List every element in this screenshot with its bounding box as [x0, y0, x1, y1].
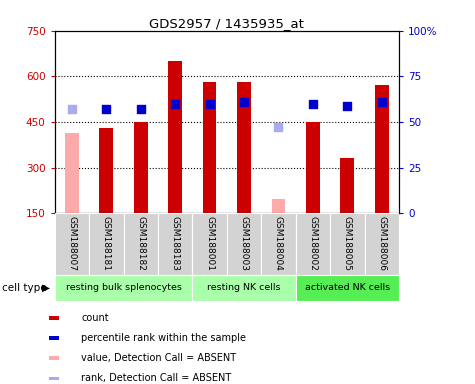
Bar [49, 336, 59, 340]
Text: GSM188182: GSM188182 [136, 216, 145, 271]
Bar [330, 213, 365, 275]
Bar [55, 275, 192, 301]
Text: count: count [82, 313, 109, 323]
Bar [272, 199, 285, 213]
Bar [341, 159, 354, 213]
Point [343, 103, 351, 109]
Bar [158, 213, 192, 275]
Bar [99, 128, 113, 213]
Text: GSM188005: GSM188005 [343, 216, 352, 271]
Bar [375, 86, 389, 213]
Text: percentile rank within the sample: percentile rank within the sample [82, 333, 247, 343]
Bar [134, 122, 148, 213]
Text: GSM188006: GSM188006 [377, 216, 386, 271]
Bar [306, 122, 320, 213]
Text: GSM188003: GSM188003 [239, 216, 248, 271]
Point [206, 101, 213, 107]
Bar [295, 275, 399, 301]
Bar [168, 61, 182, 213]
Point [137, 106, 144, 112]
Bar [65, 132, 79, 213]
Bar [124, 213, 158, 275]
Text: resting bulk splenocytes: resting bulk splenocytes [66, 283, 181, 293]
Bar [49, 356, 59, 360]
Bar [295, 213, 330, 275]
Text: value, Detection Call = ABSENT: value, Detection Call = ABSENT [82, 353, 237, 363]
Text: ▶: ▶ [42, 283, 50, 293]
Bar [203, 83, 217, 213]
Title: GDS2957 / 1435935_at: GDS2957 / 1435935_at [149, 17, 304, 30]
Text: cell type: cell type [2, 283, 47, 293]
Bar [49, 377, 59, 380]
Bar [227, 213, 261, 275]
Point [275, 124, 282, 131]
Text: resting NK cells: resting NK cells [207, 283, 281, 293]
Point [378, 99, 386, 105]
Text: GSM188183: GSM188183 [171, 216, 180, 271]
Point [309, 101, 317, 107]
Bar [237, 83, 251, 213]
Bar [192, 213, 227, 275]
Point [240, 99, 248, 105]
Bar [89, 213, 124, 275]
Point [68, 106, 76, 112]
Bar [261, 213, 295, 275]
Bar [49, 316, 59, 320]
Bar [192, 275, 295, 301]
Text: GSM188001: GSM188001 [205, 216, 214, 271]
Text: activated NK cells: activated NK cells [305, 283, 390, 293]
Point [171, 101, 179, 107]
Text: rank, Detection Call = ABSENT: rank, Detection Call = ABSENT [82, 373, 232, 383]
Text: GSM188004: GSM188004 [274, 216, 283, 271]
Point [103, 106, 110, 112]
Bar [55, 213, 89, 275]
Text: GSM188181: GSM188181 [102, 216, 111, 271]
Text: GSM188002: GSM188002 [308, 216, 317, 271]
Text: GSM188007: GSM188007 [67, 216, 76, 271]
Bar [365, 213, 399, 275]
